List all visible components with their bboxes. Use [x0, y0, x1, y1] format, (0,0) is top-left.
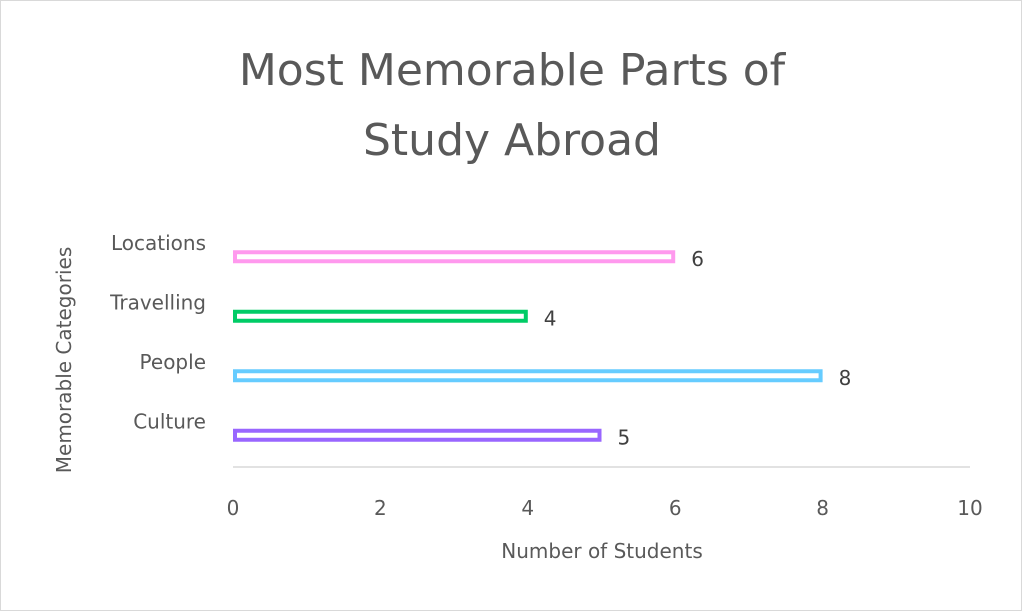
bars [233, 250, 823, 442]
x-tick-label: 10 [957, 496, 982, 520]
x-tick-label: 4 [521, 496, 534, 520]
category-label-culture: Culture [133, 409, 206, 433]
bar-travelling [233, 309, 528, 323]
category-label-locations: Locations [111, 231, 206, 255]
category-label-travelling: Travelling [109, 290, 206, 314]
data-label-locations: 6 [691, 247, 704, 271]
chart-title-line-1: Most Memorable Parts of [239, 45, 787, 96]
category-labels: Culture People Travelling Locations [109, 231, 206, 434]
x-tick-label: 6 [669, 496, 682, 520]
x-axis-title: Number of Students [501, 539, 702, 563]
x-tick-label: 8 [816, 496, 829, 520]
bar-locations [233, 250, 676, 264]
bar-people [233, 369, 823, 383]
data-labels: 5 8 4 6 [544, 247, 852, 450]
x-tick-label: 2 [374, 496, 387, 520]
chart-title: Most Memorable Parts of Study Abroad [239, 45, 787, 166]
data-label-people: 8 [839, 366, 852, 390]
chart-title-line-2: Study Abroad [363, 115, 661, 166]
x-tick-label: 0 [227, 496, 240, 520]
x-tick-labels: 0 2 4 6 8 10 [227, 496, 983, 520]
data-label-culture: 5 [618, 425, 631, 449]
y-axis-title: Memorable Categories [52, 247, 76, 473]
data-label-travelling: 4 [544, 306, 557, 330]
bar-culture [233, 428, 602, 442]
category-label-people: People [140, 350, 206, 374]
